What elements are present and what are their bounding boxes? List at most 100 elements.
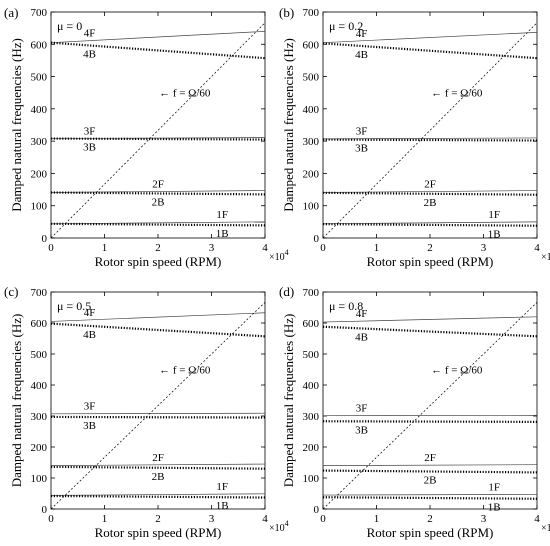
series-line-4f bbox=[322, 31, 538, 44]
mode-label: 3F bbox=[356, 403, 368, 415]
y-tick-label: 300 bbox=[31, 411, 48, 423]
y-tick-label: 700 bbox=[31, 287, 48, 299]
x-tick-label: 4 bbox=[262, 242, 268, 254]
x-axis-label: Rotor spin speed (RPM) bbox=[367, 525, 494, 540]
x-tick-label: 1 bbox=[102, 242, 108, 254]
y-tick-label: 600 bbox=[303, 318, 320, 330]
mode-label: 4F bbox=[356, 28, 368, 40]
annotation-label: ← f = Ω/60 bbox=[159, 88, 211, 100]
series-line-4b bbox=[322, 42, 538, 60]
y-tick-label: 500 bbox=[31, 349, 48, 361]
x-tick-label: 1 bbox=[374, 513, 380, 525]
annotation-label: ← f = Ω/60 bbox=[431, 88, 483, 100]
mode-label: 2F bbox=[424, 452, 436, 464]
mode-label: 3F bbox=[84, 125, 96, 137]
x-tick-label: 3 bbox=[481, 513, 487, 525]
mode-label: 4B bbox=[355, 49, 368, 61]
series-line-1b bbox=[50, 494, 266, 499]
chart-panel-1: 0 100 200 300 400 500 600 700 0 1 2 3 4×104 Rotor spi… bbox=[279, 5, 550, 269]
y-tick-label: 200 bbox=[303, 168, 320, 180]
mode-label: 4F bbox=[84, 307, 96, 319]
series-line-2f bbox=[322, 464, 538, 466]
x-axis-label: Rotor spin speed (RPM) bbox=[95, 525, 222, 540]
x-tick-label: 3 bbox=[209, 242, 215, 254]
mode-label: 1F bbox=[488, 482, 500, 494]
chart-panel-3: 0 100 200 300 400 500 600 700 0 1 2 3 4×104 Rotor spi… bbox=[279, 284, 550, 540]
series-line-4f bbox=[50, 312, 266, 322]
series-line-3b bbox=[322, 138, 538, 142]
x-tick-label: 0 bbox=[320, 242, 326, 254]
mode-label: 3B bbox=[83, 142, 96, 154]
y-tick-label: 300 bbox=[31, 136, 48, 148]
x-tick-label: 3 bbox=[209, 513, 215, 525]
mode-label: 1F bbox=[216, 481, 228, 493]
panel-label: (d) bbox=[279, 284, 294, 299]
mode-label: 2F bbox=[424, 179, 436, 191]
x-axis-label: Rotor spin speed (RPM) bbox=[95, 254, 222, 269]
series-line-f60 bbox=[50, 302, 266, 510]
y-tick-label: 500 bbox=[303, 349, 320, 361]
y-tick-label: 400 bbox=[31, 380, 48, 392]
series-line-4b bbox=[50, 41, 266, 60]
y-tick-label: 300 bbox=[303, 411, 320, 423]
mu-label: μ = 0.2 bbox=[329, 19, 363, 33]
series-line-1b bbox=[322, 496, 538, 500]
mode-label: 1B bbox=[488, 501, 501, 513]
series-line-3b bbox=[50, 415, 266, 419]
x-tick-label: 1 bbox=[102, 513, 108, 525]
panel-label: (b) bbox=[279, 5, 294, 20]
mode-label: 1B bbox=[216, 228, 229, 240]
mode-label: 3F bbox=[356, 126, 368, 138]
mode-label: 2B bbox=[152, 196, 165, 208]
y-axis-label: Damped natural frequencies (Hz) bbox=[9, 314, 24, 488]
y-tick-label: 0 bbox=[314, 504, 320, 516]
x-axis-label: Rotor spin speed (RPM) bbox=[367, 254, 494, 269]
x-tick-label: 0 bbox=[48, 513, 54, 525]
x-multiplier-label: ×104 bbox=[269, 519, 289, 534]
x-multiplier-label: ×104 bbox=[541, 248, 550, 263]
mu-label: μ = 0.5 bbox=[57, 299, 91, 313]
series-line-2f bbox=[50, 463, 266, 466]
series-line-f60 bbox=[50, 22, 266, 239]
y-tick-label: 100 bbox=[303, 201, 320, 213]
y-tick-label: 0 bbox=[314, 233, 320, 245]
series-line-4f bbox=[322, 316, 538, 323]
chart-panel-2: 0 100 200 300 400 500 600 700 0 1 2 3 4×104 Rotor spi… bbox=[4, 284, 289, 540]
y-tick-label: 500 bbox=[303, 72, 320, 84]
series-line-2b bbox=[50, 191, 266, 196]
mode-label: 4F bbox=[84, 28, 96, 40]
mode-label: 1F bbox=[216, 209, 228, 221]
panel-label: (c) bbox=[4, 284, 18, 299]
y-tick-label: 300 bbox=[303, 136, 320, 148]
series-line-4b bbox=[50, 322, 266, 338]
annotation-label: ← f = Ω/60 bbox=[431, 365, 483, 377]
x-tick-label: 2 bbox=[155, 242, 161, 254]
annotation-label: ← f = Ω/60 bbox=[159, 365, 211, 377]
y-axis-label: Damped natural frequencies (Hz) bbox=[9, 38, 24, 212]
y-tick-label: 200 bbox=[31, 442, 48, 454]
series-line-1b bbox=[322, 223, 538, 227]
y-tick-label: 100 bbox=[31, 473, 48, 485]
mode-label: 4B bbox=[355, 331, 368, 343]
mode-label: 4F bbox=[356, 308, 368, 320]
chart-panel-0: 0 100 200 300 400 500 600 700 0 1 2 3 4×104 Rotor spi… bbox=[4, 5, 289, 269]
series-line-2f bbox=[50, 190, 266, 193]
series-line-1f bbox=[322, 221, 538, 225]
x-tick-label: 2 bbox=[427, 242, 433, 254]
mode-label: 3B bbox=[355, 143, 368, 155]
series-line-f60 bbox=[322, 22, 538, 239]
series-line-2f bbox=[322, 190, 538, 193]
y-tick-label: 400 bbox=[31, 104, 48, 116]
x-tick-label: 0 bbox=[48, 242, 54, 254]
x-tick-label: 0 bbox=[320, 513, 326, 525]
y-tick-label: 600 bbox=[303, 39, 320, 51]
mu-label: μ = 0 bbox=[57, 19, 82, 33]
mode-label: 1B bbox=[216, 500, 229, 512]
mode-label: 2F bbox=[152, 179, 164, 191]
series-line-2b bbox=[322, 191, 538, 196]
series-line-2b bbox=[50, 465, 266, 470]
series-line-2b bbox=[322, 469, 538, 474]
y-tick-label: 100 bbox=[303, 473, 320, 485]
x-multiplier-label: ×104 bbox=[269, 248, 289, 263]
